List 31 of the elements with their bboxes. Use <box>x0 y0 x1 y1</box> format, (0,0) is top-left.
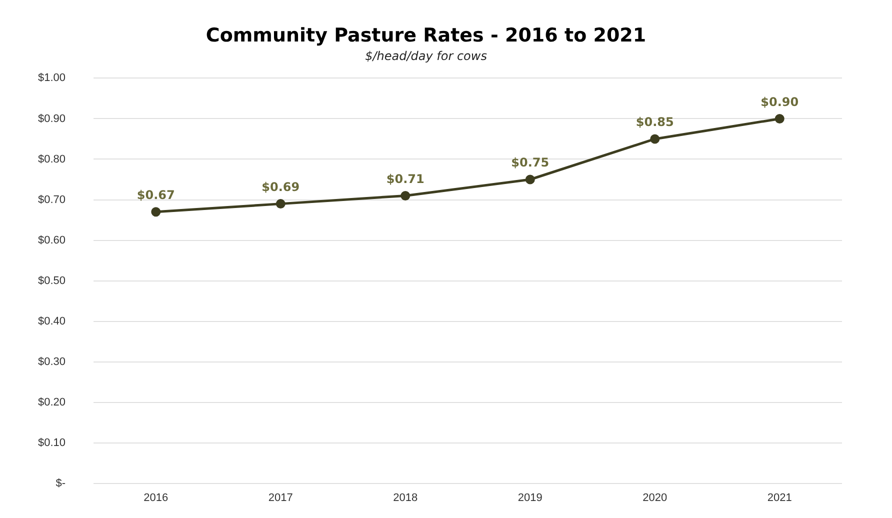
text: $0.85 <box>636 115 674 130</box>
y-tick-label: $- <box>56 477 66 490</box>
text: $0.71 <box>386 172 424 186</box>
y-tick-label: $0.60 <box>38 234 66 246</box>
point <box>525 174 535 184</box>
y-tick-label: $0.50 <box>38 274 66 287</box>
y-tick-label: $0.30 <box>38 356 66 368</box>
y-tick-label: $0.70 <box>38 194 66 206</box>
y-tick-label: $0.80 <box>38 153 66 166</box>
text: $0.69 <box>262 180 300 194</box>
chart-subtitle: $/head/day for cows <box>365 49 487 64</box>
point <box>400 190 410 200</box>
text: $0.90 <box>760 94 799 109</box>
y-tick-label: $0.20 <box>38 396 66 408</box>
x-tick-label: 2017 <box>268 492 293 504</box>
x-tick-label: 2018 <box>393 492 418 504</box>
point <box>276 199 286 209</box>
y-tick-label: $0.10 <box>38 436 66 449</box>
text: $0.67 <box>136 188 175 202</box>
x-tick-label: 2021 <box>767 492 792 504</box>
y-tick-label: $0.90 <box>38 112 66 125</box>
y-tick-label: $0.40 <box>38 315 66 328</box>
y-tick-label: $1.00 <box>38 72 66 84</box>
text: $0.75 <box>511 156 550 170</box>
x-tick-label: 2020 <box>642 492 668 504</box>
point <box>151 207 161 217</box>
point <box>774 114 784 124</box>
x-tick-label: 2019 <box>518 492 542 504</box>
point <box>650 134 660 144</box>
chart-title: Community Pasture Rates - 2016 to 2021 <box>206 24 646 46</box>
x-tick-label: 2016 <box>144 492 168 504</box>
